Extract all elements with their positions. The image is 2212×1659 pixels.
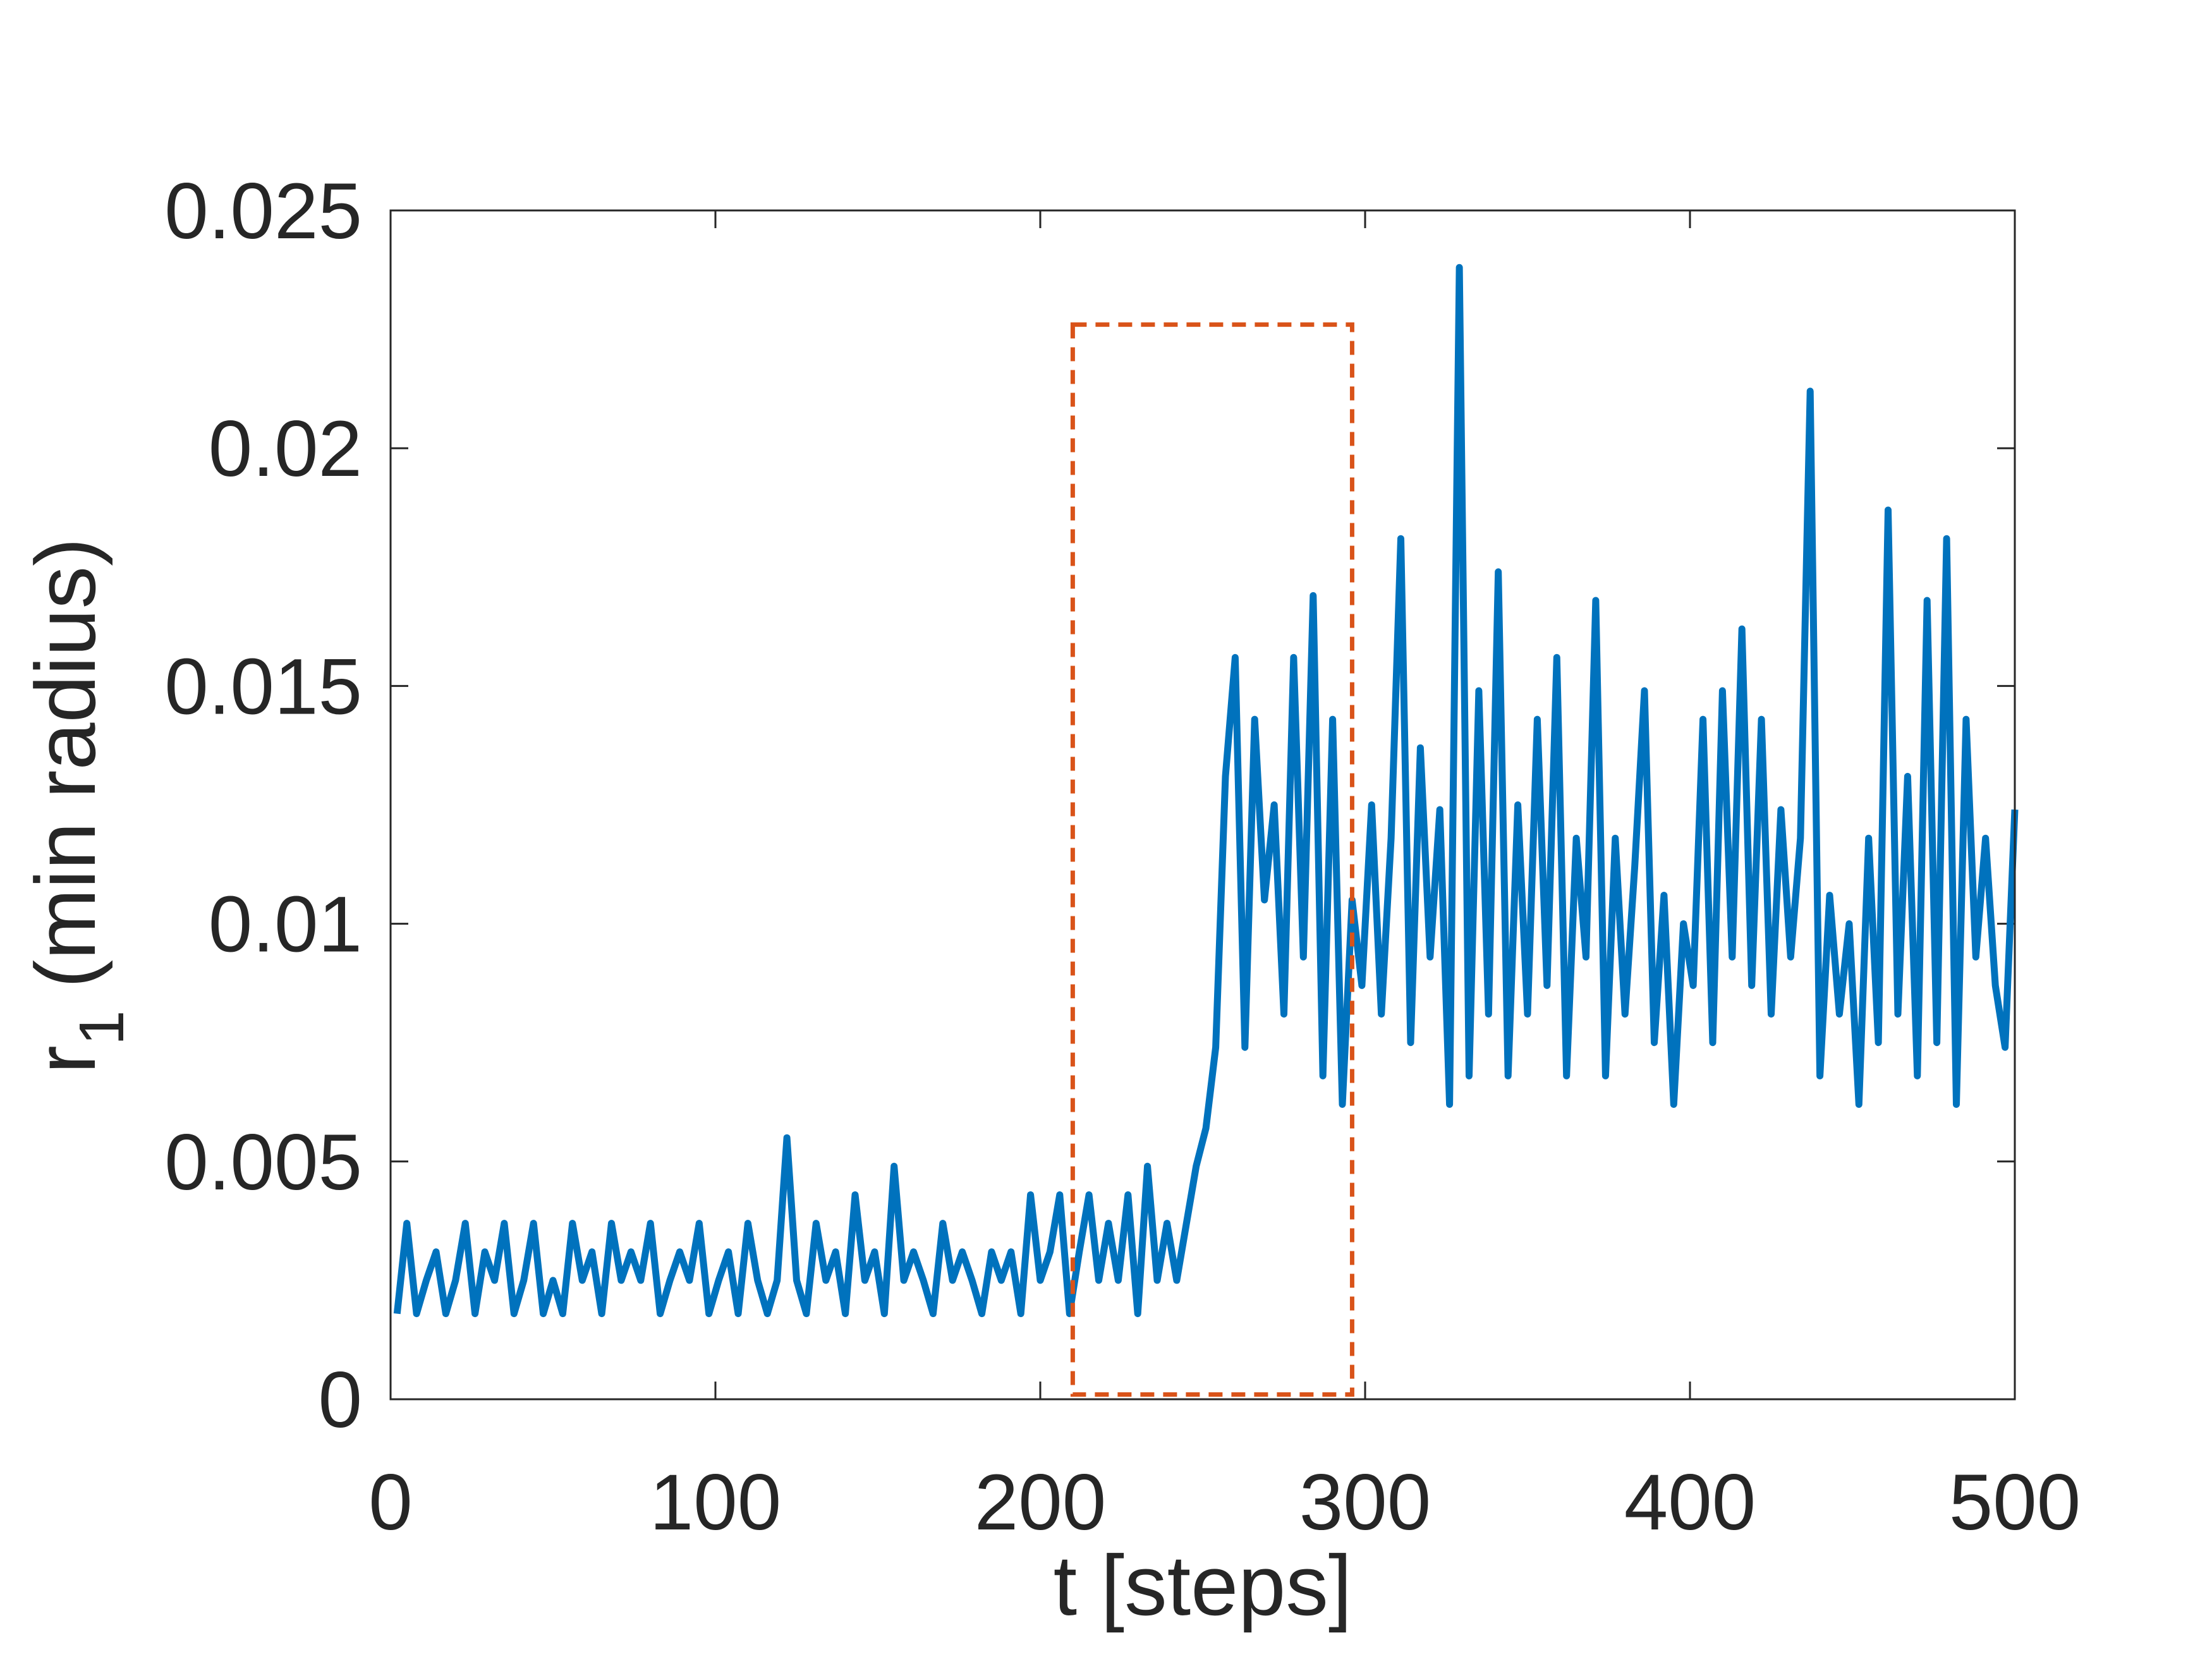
x-axis-label: t [steps] [1054,1538,1352,1633]
y-tick-label: 0.005 [164,1119,362,1206]
x-tick-label: 500 [1949,1459,2081,1547]
y-tick-label: 0 [318,1356,362,1444]
x-tick-label: 200 [975,1459,1107,1547]
x-tick-label: 300 [1299,1459,1431,1547]
y-tick-label: 0.02 [209,405,362,493]
y-axis-label: r1 (min radius) [18,538,137,1074]
y-axis-label-subscript: 1 [66,1011,137,1046]
data-line [393,264,2019,1318]
y-tick-label: 0.025 [164,167,362,255]
y-axis-label-suffix: (min radius) [18,538,113,988]
y-tick-label: 0.01 [209,881,362,969]
highlight-box [1070,322,1354,1397]
y-tick-label: 0.015 [164,643,362,731]
x-tick-label: 400 [1624,1459,1756,1547]
plot-frame [389,209,2016,1401]
y-axis-label-base: r [18,1045,113,1074]
x-tick-label: 100 [650,1459,782,1547]
x-tick-label: 0 [368,1459,413,1547]
